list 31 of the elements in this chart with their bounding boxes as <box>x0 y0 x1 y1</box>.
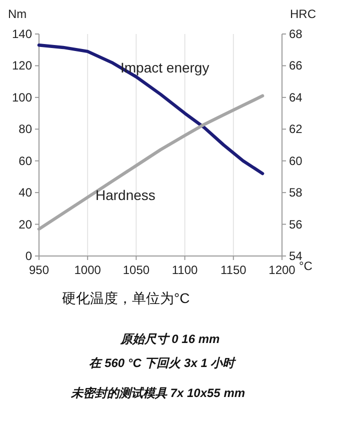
y-tick-label: 100 <box>12 90 32 104</box>
x-tick-label: 1050 <box>122 263 150 277</box>
y-tick-label: 80 <box>18 122 32 136</box>
y2-tick-label: 60 <box>289 154 303 168</box>
y2-tick-label: 64 <box>289 90 303 104</box>
y2-tick-label: 62 <box>289 122 303 136</box>
series-label: Impact energy <box>120 59 210 76</box>
x-tick-label: 1100 <box>172 263 198 277</box>
text: 硬化温度，单位为°C <box>62 290 190 306</box>
y-axis-title: Nm <box>8 7 27 21</box>
y-tick-label: 0 <box>25 249 32 263</box>
x-tick-label: 1000 <box>74 263 102 277</box>
line-series <box>37 94 264 231</box>
y2-tick-label: 58 <box>289 186 303 200</box>
y-tick-label: 40 <box>18 186 32 200</box>
y-tick-label: 140 <box>12 27 32 41</box>
y-tick-label: 20 <box>18 217 32 232</box>
line-series <box>37 44 264 176</box>
series-label: Hardness <box>96 186 156 203</box>
text: 在 560 °C 下回火 3x 1 小时 <box>89 356 237 370</box>
y-tick-label: 60 <box>18 154 32 168</box>
x-tick-label: 1200 <box>268 263 296 277</box>
y2-tick-label: 66 <box>289 58 303 73</box>
text: 未密封的测试模具 7x 10x55 mm <box>70 386 246 400</box>
y2-tick-label: 68 <box>289 27 303 41</box>
y2-axis-title: HRC <box>290 7 316 21</box>
y-tick-label: 120 <box>12 58 32 73</box>
text: 原始尺寸 0 16 mm <box>119 332 220 346</box>
y2-tick-label: 56 <box>289 217 303 232</box>
x-tick-label: 950 <box>28 263 50 277</box>
x-tick-label: 1150 <box>220 263 247 277</box>
